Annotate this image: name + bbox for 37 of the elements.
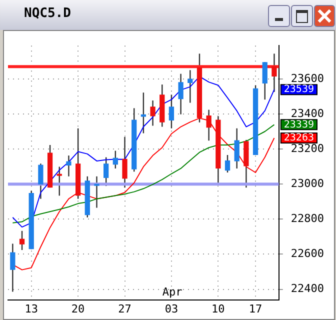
y-tick-label: 22400 — [290, 282, 324, 296]
candlestick — [178, 73, 184, 115]
data-label: 23339 — [284, 119, 314, 130]
candlestick — [224, 154, 230, 174]
candlestick — [66, 154, 72, 177]
chart-title: NQC5.D — [24, 6, 71, 21]
candlestick — [10, 243, 16, 292]
y-tick-label: 23600 — [290, 72, 324, 85]
y-tick-label: 23200 — [290, 142, 324, 155]
candlestick — [112, 150, 118, 170]
candlestick — [272, 53, 277, 92]
y-tick-label: 23000 — [290, 176, 324, 190]
y-tick-label: 22800 — [290, 212, 324, 226]
annotation: Apr — [162, 286, 183, 299]
x-tick-label: 10 — [212, 302, 225, 316]
candlestick — [234, 128, 240, 170]
candlestick — [122, 136, 128, 188]
candlestick — [94, 176, 100, 208]
candlestick — [206, 109, 212, 142]
candlestick — [188, 70, 193, 104]
candlestick — [168, 94, 174, 129]
candlestick — [56, 166, 62, 196]
candlestick — [104, 156, 109, 187]
y-tick-label: 22600 — [290, 247, 324, 260]
candlestick — [38, 162, 44, 200]
candlestick — [19, 230, 25, 251]
x-tick-label: 27 — [118, 302, 132, 316]
candlestick — [150, 100, 156, 126]
y-tick-label: 23400 — [290, 106, 324, 120]
x-tick-label: 17 — [248, 302, 262, 316]
candlestick — [262, 61, 268, 100]
data-label: 23539 — [284, 84, 314, 96]
x-tick-label: 13 — [24, 302, 38, 316]
x-tick-label: 03 — [164, 302, 178, 316]
candlestick — [140, 92, 146, 134]
x-tick-label: 20 — [71, 302, 85, 316]
data-label: 23263 — [284, 132, 314, 144]
